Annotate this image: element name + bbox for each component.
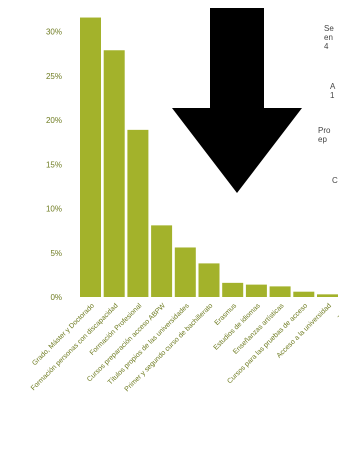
y-axis: 0% 5% 10% 15% 20% 25% 30% — [46, 28, 62, 302]
bar-value-label: 5,6% — [181, 241, 191, 246]
x-tick-label: Formación personas con discapacidad — [30, 302, 120, 392]
bar-value-label: 1,2% — [276, 280, 286, 285]
y-tick-label: 25% — [46, 72, 62, 81]
side-text-4: C — [332, 176, 338, 185]
x-tick-label: Primer y segundo curso de bachillerato — [124, 302, 215, 393]
bar-value-label: 3,8% — [204, 257, 214, 262]
side-text-2: A 1 — [330, 82, 336, 100]
down-arrow-icon — [172, 8, 302, 193]
bar-value-label: 1,4% — [252, 279, 262, 284]
bar-value-label: 8,1% — [157, 219, 167, 224]
value-labels: 31,6% 27,9% 18,9% 8,1% 5,6% 3,8% 1,6% 1,4% 1,2% — [85, 12, 285, 286]
side-text-1: Se en 4 — [324, 24, 334, 51]
bar — [198, 263, 220, 297]
y-tick-label: 20% — [46, 116, 62, 125]
bar — [222, 282, 244, 297]
bar — [127, 129, 149, 297]
y-tick-label: 5% — [50, 249, 62, 258]
bar-value-label: 31,6% — [85, 12, 97, 17]
bar — [269, 286, 291, 297]
bar-value-label: 1,6% — [228, 277, 238, 282]
bar — [293, 291, 315, 297]
bar-value-label: 18,9% — [132, 124, 144, 129]
bar — [103, 50, 125, 298]
bar — [317, 294, 338, 297]
bar — [245, 284, 267, 297]
y-tick-label: 10% — [46, 205, 62, 214]
side-text-3: Pro ep — [318, 126, 331, 144]
bar — [151, 225, 173, 297]
bar — [80, 17, 101, 297]
y-tick-label: 15% — [46, 160, 62, 169]
y-tick-label: 0% — [50, 293, 62, 302]
bar-value-label: 27,9% — [109, 44, 121, 49]
bars — [80, 17, 338, 298]
y-tick-label: 30% — [46, 28, 62, 37]
bar — [174, 247, 196, 297]
